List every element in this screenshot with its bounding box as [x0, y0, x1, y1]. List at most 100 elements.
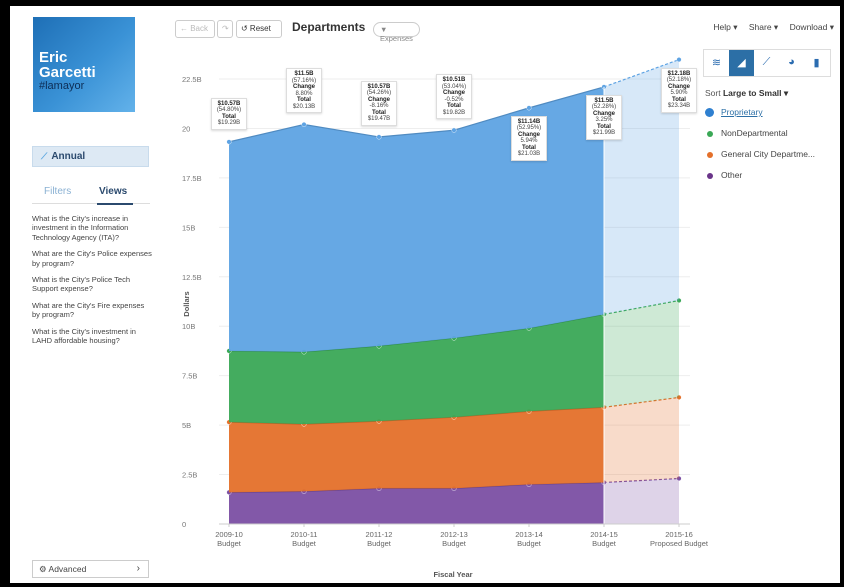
- stacked-area-chart: 0 2.5B 5B 7.5B 10B 12.5B 15B 17.5B 20 22.5B 2009-1…: [182, 57, 709, 579]
- advanced-button[interactable]: ⚙ Advanced ›: [32, 560, 149, 578]
- tooltip-callout: $10.57B (54.80%) Total $19.29B: [211, 97, 247, 130]
- callout-text: $11.5B: [294, 71, 314, 78]
- views-list: What is the City's increase in investmen…: [32, 214, 152, 352]
- callout-text: (52.28%): [591, 104, 617, 111]
- callout-text: 3.25%: [595, 117, 613, 124]
- advanced-label: Advanced: [48, 564, 87, 574]
- area-chart-icon[interactable]: ◢: [729, 50, 754, 76]
- pie-chart-icon[interactable]: ◕: [788, 56, 795, 68]
- callout-text: Change: [442, 90, 465, 97]
- y-tick-label: 10B: [182, 322, 195, 331]
- projected-area: [604, 300, 679, 408]
- data-point: [451, 127, 457, 133]
- y-tick-label: 0: [182, 520, 186, 529]
- share-menu[interactable]: Share ▾: [748, 22, 779, 32]
- projected-line: [603, 477, 680, 484]
- legend-dot-icon: [705, 108, 714, 117]
- legend-item[interactable]: General City Departme...: [705, 147, 815, 168]
- annual-label: Annual: [51, 151, 86, 162]
- filter-chip-label: Expenses: [380, 34, 413, 43]
- tab-filters[interactable]: Filters: [44, 186, 72, 197]
- series-line: [228, 86, 605, 143]
- data-point: [676, 298, 682, 304]
- area-general-city-departme-: [229, 407, 604, 493]
- view-link[interactable]: What are the City's Police expenses by p…: [32, 249, 152, 268]
- view-link[interactable]: What are the City's Fire expenses by pro…: [32, 300, 145, 320]
- callout-text: Change: [292, 84, 315, 91]
- x-tick-label: Proposed Budget: [650, 539, 709, 548]
- chart-type-switcher: ≋ ◢ ⟋ ◕ ▮: [703, 49, 831, 77]
- callout-text: 8.80%: [295, 90, 313, 97]
- view-link[interactable]: What is the City's Police Tech Support e…: [32, 275, 130, 294]
- y-tick-label: 20: [182, 124, 190, 133]
- x-tick-label: 2013-14: [515, 530, 543, 539]
- legend-label: NonDepartmental: [721, 128, 788, 138]
- tooltip-callout: $11.5B (57.16%) Change 8.80% Total $20.13B: [286, 68, 322, 114]
- trend-chart-icon[interactable]: ⟋: [762, 56, 771, 68]
- data-point: [301, 121, 307, 127]
- tooltip-callout: $10.57B (54.26%) Change -8.16% Total $19.47B: [361, 80, 397, 126]
- callout-text: -0.52%: [444, 96, 464, 103]
- projected-line: [603, 396, 680, 408]
- sidebar-tabs: Filters Views: [32, 182, 150, 205]
- callout-text: Change: [667, 83, 690, 90]
- page-title: Departments: [292, 20, 366, 34]
- data-point: [526, 105, 532, 111]
- tooltip-callout: $11.5B (52.28%) Change 3.25% Total $21.99B: [586, 94, 622, 140]
- projected-area: [604, 59, 679, 315]
- legend-dot-icon: [707, 131, 713, 137]
- bar-chart-icon[interactable]: ▮: [813, 57, 820, 69]
- x-tick-label: Budget: [217, 539, 242, 548]
- x-tick-label: 2011-12: [366, 530, 393, 539]
- callout-text: Total: [522, 144, 536, 151]
- legend-item[interactable]: NonDepartmental: [705, 126, 815, 147]
- sort-prefix: Sort: [705, 88, 723, 98]
- y-tick-label: 15B: [182, 223, 195, 232]
- callout-text: $10.57B: [217, 100, 241, 107]
- callout-text: (52.18%): [666, 77, 692, 84]
- callout-text: Total: [597, 123, 611, 130]
- logo-line-1: Eric: [39, 49, 68, 66]
- legend-label: General City Departme...: [721, 149, 816, 159]
- callout-text: Change: [517, 131, 540, 138]
- tab-views[interactable]: Views: [96, 182, 134, 205]
- forward-button[interactable]: ↷: [217, 20, 233, 38]
- gear-icon: ⚙: [39, 564, 47, 574]
- callout-text: Change: [592, 110, 615, 117]
- callout-text: (53.04%): [441, 83, 467, 90]
- back-button[interactable]: ← Back: [175, 20, 215, 38]
- callout-text: $19.29B: [217, 120, 241, 127]
- expenses-filter-chip[interactable]: ▼ Expenses: [373, 22, 420, 43]
- callout-text: (57.16%): [291, 77, 317, 84]
- callout-text: (54.80%): [216, 107, 242, 114]
- callout-text: Total: [672, 96, 686, 103]
- view-link[interactable]: What is the City's investment in LAHD af…: [32, 326, 136, 346]
- help-menu[interactable]: Help ▾: [713, 22, 738, 32]
- line-chart-icon[interactable]: ≋: [711, 57, 722, 69]
- filter-icon: ▼: [380, 25, 388, 34]
- legend-item[interactable]: Other: [705, 168, 815, 189]
- download-menu[interactable]: Download ▾: [789, 22, 834, 32]
- callout-text: Total: [297, 97, 311, 104]
- top-menu: Help ▾ Share ▾ Download ▾: [704, 22, 834, 33]
- tooltip-callout: $11.14B (52.95%) Change 5.94% Total $21.03B: [511, 115, 547, 161]
- data-point: [676, 57, 682, 63]
- legend-item[interactable]: Proprietary: [705, 105, 815, 126]
- tooltip-callout: $12.18B (52.18%) Change 5.90% Total $23.34B: [661, 67, 697, 113]
- sidebar: Eric Garcetti #lamayor ⟋ Annual Filters V…: [10, 6, 160, 583]
- tooltip-callout: $10.51B (53.04%) Change -0.52% Total $19.82B: [436, 74, 472, 120]
- annual-toggle[interactable]: ⟋ Annual: [32, 146, 149, 167]
- callout-text: $20.13B: [292, 103, 316, 110]
- callout-text: $23.34B: [667, 103, 691, 110]
- logo-line-3: #lamayor: [39, 80, 85, 92]
- view-link[interactable]: What is the City's increase in investmen…: [32, 214, 129, 242]
- sort-control[interactable]: Sort Large to Small ▾: [705, 88, 788, 99]
- sort-value: Large to Small ▾: [722, 88, 789, 98]
- x-tick-label: 2012-13: [440, 530, 468, 539]
- mayor-logo[interactable]: Eric Garcetti #lamayor: [33, 17, 135, 112]
- x-axis-label: Fiscal Year: [433, 570, 472, 579]
- callout-text: Total: [372, 109, 386, 116]
- callout-text: 5.90%: [670, 90, 688, 97]
- reset-button[interactable]: ↺ Reset: [236, 20, 282, 38]
- y-tick-label: 22.5B: [182, 75, 202, 84]
